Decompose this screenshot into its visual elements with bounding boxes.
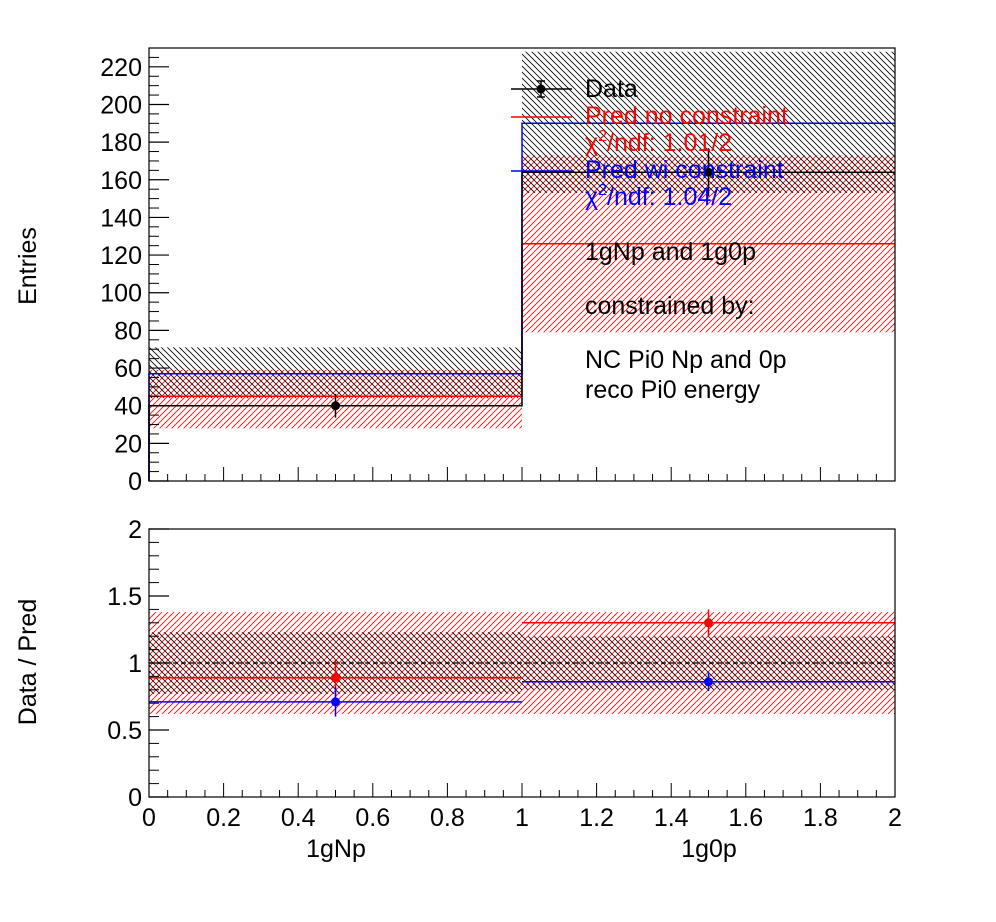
top-y-axis: 0 20 40 60 80 100 120 140 160 180 200 220 <box>100 54 169 496</box>
ratio-point <box>704 677 713 687</box>
x-tick-label: 0 <box>142 804 156 832</box>
top-y-axis-label: Entries <box>14 227 42 305</box>
y-tick-label: 1 <box>128 650 142 678</box>
data-point <box>331 401 340 411</box>
bottom-y-axis: 0 0.5 1 1.5 2 <box>107 516 169 812</box>
x-tick-label: 0.2 <box>206 804 241 832</box>
legend-chi2-no-constraint: χ2/ndf: 1.01/2 <box>585 128 732 157</box>
top-data-points <box>331 148 713 418</box>
y-tick-label: 120 <box>100 242 142 270</box>
y-tick-label: 200 <box>100 91 142 119</box>
annotation-constrained-by: constrained by: <box>585 292 755 320</box>
annotation-selection: 1gNp and 1g0p <box>585 238 756 266</box>
legend: Data Pred no constraint χ2/ndf: 1.01/2 P… <box>511 75 788 211</box>
y-tick-label: 1.5 <box>107 583 142 611</box>
y-tick-label: 0 <box>128 784 142 812</box>
x-tick-label: 1 <box>515 804 529 832</box>
bottom-ratio-series <box>149 609 895 717</box>
ratio-point <box>704 618 713 628</box>
x-tick-label: 1.4 <box>654 804 689 832</box>
x-tick-label: 2 <box>888 804 902 832</box>
legend-entry-data: Data <box>511 75 638 103</box>
y-tick-label: 140 <box>100 204 142 232</box>
legend-label-pred-wi-constraint: Pred wi constraint <box>585 156 784 184</box>
x-tick-label: 1.2 <box>579 804 614 832</box>
x-tick-label: 0.8 <box>430 804 465 832</box>
category-label-1g0p: 1g0p <box>681 835 737 863</box>
x-tick-label: 1.8 <box>803 804 838 832</box>
annotation-constraint-channel: NC Pi0 Np and 0p <box>585 346 787 374</box>
y-tick-label: 160 <box>100 167 142 195</box>
y-tick-label: 100 <box>100 280 142 308</box>
legend-label-pred-no-constraint: Pred no constraint <box>585 102 788 130</box>
y-tick-label: 0.5 <box>107 717 142 745</box>
ratio-point <box>331 697 340 707</box>
legend-entry-pred-wi-constraint: Pred wi constraint χ2/ndf: 1.04/2 <box>511 156 784 211</box>
x-tick-label: 1.6 <box>728 804 763 832</box>
bottom-y-axis-label: Data / Pred <box>14 599 42 725</box>
legend-entry-pred-no-constraint: Pred no constraint χ2/ndf: 1.01/2 <box>511 102 788 157</box>
x-tick-label: 0.6 <box>355 804 390 832</box>
bottom-x-axis: 0 0.2 0.4 0.6 0.8 1 1.2 1.4 1.6 1.8 2 <box>142 783 902 832</box>
y-tick-label: 20 <box>114 430 142 458</box>
category-label-1gnp: 1gNp <box>306 835 366 863</box>
legend-label-data: Data <box>585 75 638 103</box>
top-x-ticks <box>167 467 877 481</box>
y-tick-label: 60 <box>114 355 142 383</box>
top-panel: 0 20 40 60 80 100 120 140 160 180 200 220 Entries D… <box>14 47 896 496</box>
y-tick-label: 180 <box>100 129 142 157</box>
y-tick-label: 0 <box>128 468 142 496</box>
y-tick-label: 40 <box>114 393 142 421</box>
legend-chi2-wi-constraint: χ2/ndf: 1.04/2 <box>585 182 732 211</box>
annotation-constraint-variable: reco Pi0 energy <box>585 376 761 404</box>
y-tick-label: 2 <box>128 516 142 544</box>
y-tick-label: 220 <box>100 54 142 82</box>
top-band-2-bin-0 <box>149 347 522 399</box>
y-tick-label: 80 <box>114 317 142 345</box>
data-point <box>704 167 713 177</box>
bottom-panel: 0 0.5 1 1.5 2 0 0.2 0.4 0.6 0.8 1 1.2 1.4 1.6 1.8 2 Da… <box>14 516 902 863</box>
ratio-point <box>331 673 340 683</box>
x-tick-label: 0.4 <box>281 804 316 832</box>
